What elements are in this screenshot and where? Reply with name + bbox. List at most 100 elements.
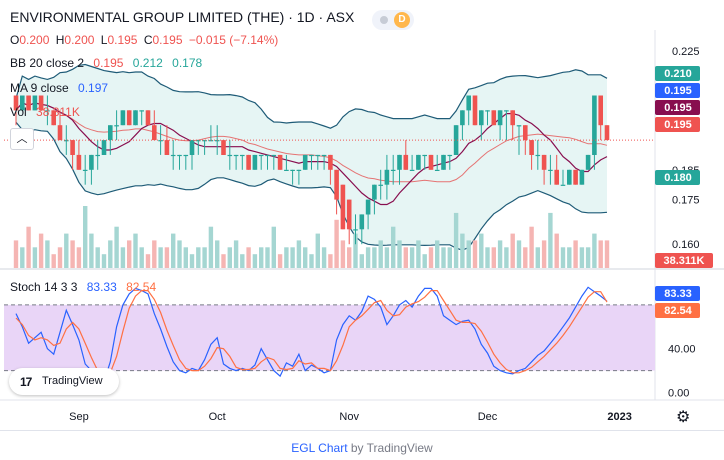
volume-bar bbox=[523, 247, 528, 268]
volume-bar bbox=[284, 247, 289, 268]
volume-bar bbox=[38, 233, 44, 268]
candle-body bbox=[422, 154, 427, 157]
volume-bar bbox=[416, 240, 421, 268]
volume-bar bbox=[189, 254, 195, 268]
low-label: L bbox=[100, 33, 108, 47]
bb-upper-line bbox=[15, 63, 608, 129]
volume-bar bbox=[277, 254, 283, 268]
volume-bar bbox=[391, 226, 396, 268]
price-label: 0.180 bbox=[664, 172, 692, 184]
candle-body bbox=[428, 154, 434, 170]
price-label: 0.195 bbox=[664, 102, 692, 114]
volume-bar bbox=[208, 226, 214, 268]
volume-bar bbox=[422, 254, 427, 268]
volume-bar bbox=[26, 226, 31, 268]
price-label-bg bbox=[655, 66, 700, 81]
volume-bar bbox=[296, 240, 302, 268]
vol-legend[interactable]: Vol 38.311K bbox=[10, 105, 86, 119]
candle-body bbox=[177, 154, 182, 157]
price-label: 0.195 bbox=[664, 85, 692, 97]
volume-bar bbox=[70, 240, 75, 268]
volume-bar bbox=[76, 247, 82, 268]
volume-bar bbox=[535, 247, 540, 268]
volume-bar bbox=[516, 240, 522, 268]
volume-bar bbox=[95, 247, 100, 268]
collapse-legend-button[interactable]: ︿ bbox=[10, 128, 34, 150]
volume-bar bbox=[315, 233, 320, 268]
volume-bar bbox=[403, 247, 408, 268]
volume-bar bbox=[479, 233, 484, 268]
bb-upper-value: 0.212 bbox=[132, 56, 163, 70]
candle-body bbox=[321, 154, 327, 157]
candle-body bbox=[516, 125, 522, 127]
candle-body bbox=[51, 110, 56, 126]
volume-label-bg bbox=[655, 253, 713, 268]
volume-bar bbox=[466, 240, 471, 268]
stoch-k-line bbox=[15, 286, 608, 383]
candle-body bbox=[296, 169, 302, 171]
candle-body bbox=[390, 169, 396, 171]
vol-label: Vol bbox=[10, 105, 27, 119]
candle-body bbox=[240, 154, 245, 157]
gear-icon[interactable]: ⚙ bbox=[676, 409, 691, 426]
ma-label: MA 9 close bbox=[10, 81, 69, 95]
volume-bar bbox=[460, 233, 465, 268]
volume-bar bbox=[202, 247, 207, 268]
volume-bar bbox=[497, 240, 503, 268]
volume-bar bbox=[378, 240, 383, 268]
candle-body bbox=[334, 169, 339, 200]
time-tick-label: Dec bbox=[478, 411, 498, 423]
candle-body bbox=[302, 154, 308, 170]
candle-body bbox=[554, 169, 559, 185]
candle-body bbox=[76, 154, 82, 170]
candle-body bbox=[346, 199, 352, 230]
volume-bar bbox=[64, 233, 69, 268]
volume-bar bbox=[510, 233, 515, 268]
volume-bar bbox=[365, 247, 371, 268]
volume-bar bbox=[271, 226, 276, 268]
volume-bar bbox=[196, 247, 201, 268]
price-label-bg bbox=[655, 117, 700, 132]
volume-bar bbox=[227, 247, 232, 268]
volume-bar bbox=[340, 240, 346, 268]
candle-body bbox=[315, 154, 321, 157]
close-label: C bbox=[143, 33, 153, 47]
bb-legend[interactable]: BB 20 close 2 0.195 0.212 0.178 bbox=[10, 56, 208, 70]
ma-legend[interactable]: MA 9 close 0.197 bbox=[10, 81, 114, 95]
candle-body bbox=[26, 95, 31, 111]
candle-body bbox=[221, 140, 226, 155]
volume-bar bbox=[83, 206, 88, 268]
candle-body bbox=[447, 154, 453, 157]
market-status-badge[interactable]: D bbox=[372, 10, 414, 30]
volume-bar bbox=[428, 247, 434, 268]
stoch-legend[interactable]: Stoch 14 3 3 83.33 82.54 bbox=[10, 280, 162, 294]
volume-bar bbox=[127, 240, 132, 268]
volume-bar bbox=[246, 247, 251, 268]
candle-body bbox=[164, 140, 170, 155]
volume-bar bbox=[359, 254, 364, 268]
time-tick-label: Sep bbox=[69, 411, 89, 423]
volume-bar bbox=[221, 254, 226, 268]
volume-bar bbox=[152, 240, 157, 268]
candle-body bbox=[57, 125, 63, 141]
open-label: O bbox=[10, 33, 20, 47]
footer-by: by TradingView bbox=[350, 441, 433, 455]
volume-bar bbox=[89, 233, 94, 268]
stoch-tick-label: 40.00 bbox=[668, 344, 696, 356]
ohlc-readout: O0.200 H0.200 L0.195 C0.195 −0.015 (−7.1… bbox=[10, 33, 281, 47]
high-label: H bbox=[55, 33, 65, 47]
footer-symbol-link[interactable]: EGL Chart bbox=[291, 441, 348, 455]
tradingview-watermark[interactable]: 17 TradingView bbox=[9, 368, 119, 395]
price-label: 0.210 bbox=[664, 68, 692, 80]
candle-body bbox=[20, 95, 25, 111]
candle-body bbox=[403, 154, 409, 170]
candle-body bbox=[126, 110, 132, 126]
watermark-text: TradingView bbox=[42, 375, 103, 387]
candle-body bbox=[214, 140, 220, 142]
candle-body bbox=[170, 154, 176, 157]
ma-value: 0.197 bbox=[78, 81, 109, 95]
candle-body bbox=[89, 154, 94, 170]
volume-bar bbox=[20, 247, 25, 268]
candle-body bbox=[592, 95, 597, 155]
